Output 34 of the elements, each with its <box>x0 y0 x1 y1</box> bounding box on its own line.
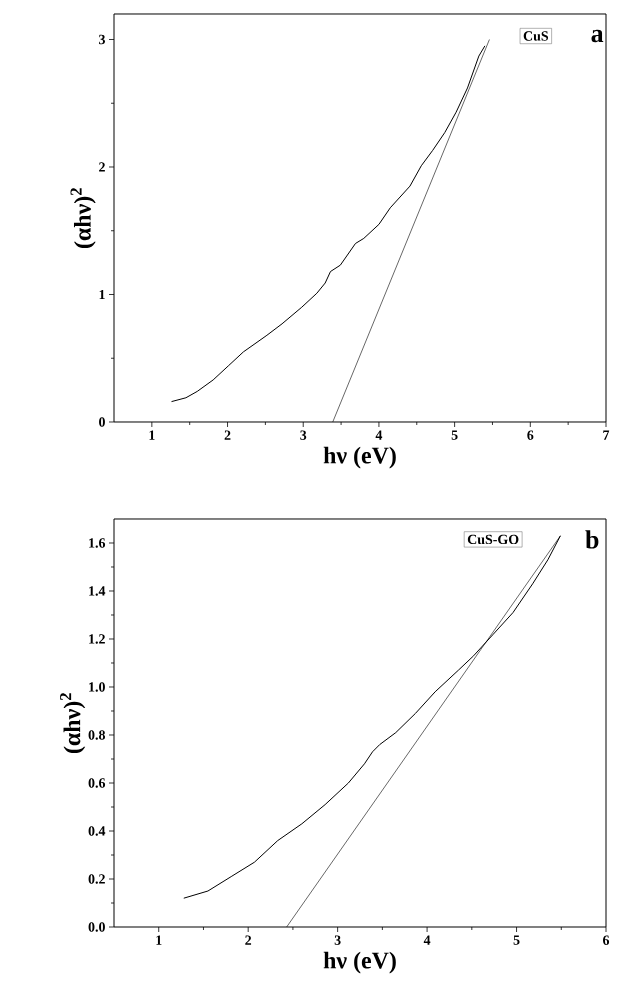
annotation: a <box>591 29 604 43</box>
y-tick-label: 1.2 <box>89 634 105 644</box>
x-axis-title: hν (eV) <box>323 446 396 469</box>
y-tick-label: 0.2 <box>88 874 105 884</box>
x-tick-label: 3 <box>334 935 341 945</box>
y-tick-label: 2 <box>99 162 105 172</box>
x-tick-label: 4 <box>423 935 431 945</box>
y-tick-label: 1 <box>99 289 105 300</box>
y-tick-label: 0.0 <box>88 922 105 932</box>
x-tick-label: 5 <box>451 430 458 440</box>
x-tick-label: 4 <box>375 430 383 440</box>
y-axis-title: (αhν)$^{2}$ <box>60 693 86 754</box>
annotation: b <box>585 530 599 549</box>
annotation: CuS-GO <box>467 534 519 545</box>
x-tick-label: 6 <box>527 430 534 440</box>
y-tick-label: 1.6 <box>89 538 106 548</box>
x-tick-label: 6 <box>603 935 610 945</box>
y-tick-label: 1.4 <box>89 586 106 596</box>
y-tick-label: 0.8 <box>88 730 106 740</box>
x-axis-title: hν (eV) <box>323 951 396 974</box>
y-tick-label: 0.6 <box>88 778 106 788</box>
annotation: CuS <box>523 31 549 41</box>
x-tick-label: 7 <box>603 430 610 440</box>
y-axis-title: (αhν)$^{2}$ <box>70 188 96 248</box>
x-tick-label: 2 <box>224 430 231 440</box>
y-tick-label: 0.4 <box>88 826 106 836</box>
y-tick-label: 3 <box>99 34 106 45</box>
y-tick-label: 1.0 <box>89 682 105 692</box>
x-tick-label: 1 <box>149 430 155 440</box>
x-tick-label: 1 <box>156 935 162 945</box>
x-tick-label: 2 <box>245 935 252 945</box>
x-tick-label: 5 <box>513 935 520 945</box>
x-tick-label: 3 <box>300 430 307 440</box>
y-tick-label: 0 <box>99 417 105 427</box>
